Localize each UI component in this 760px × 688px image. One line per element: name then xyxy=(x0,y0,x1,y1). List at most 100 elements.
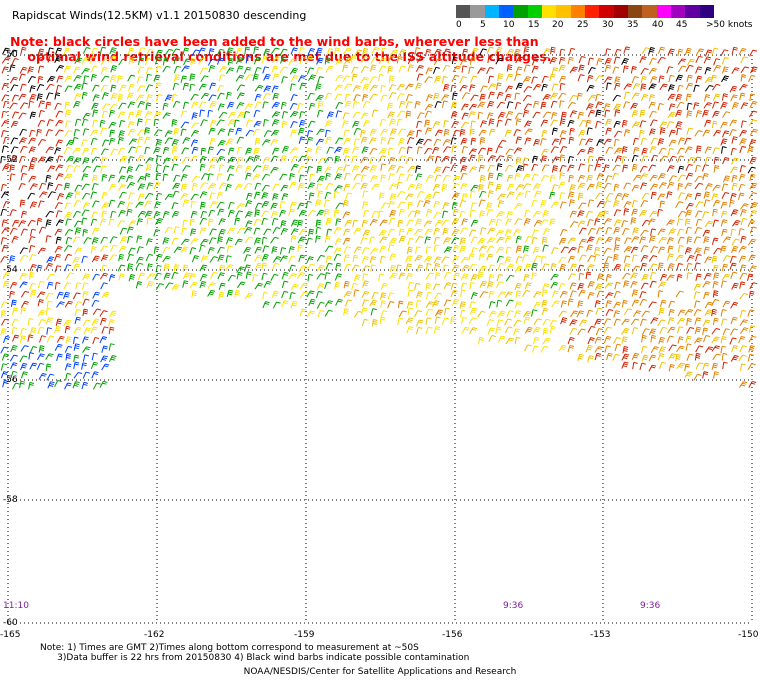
wind-barb xyxy=(290,75,299,83)
wind-barb xyxy=(461,92,470,100)
wind-barb xyxy=(333,253,342,261)
wind-barb xyxy=(270,139,278,147)
wind-barb xyxy=(623,101,630,109)
wind-barb xyxy=(353,274,361,282)
wind-barb xyxy=(469,282,475,290)
wind-barb xyxy=(497,262,505,271)
wind-barb xyxy=(649,263,658,271)
wind-barb xyxy=(200,173,209,181)
wind-barb xyxy=(82,273,90,281)
wind-barb xyxy=(523,218,531,226)
wind-barb xyxy=(721,93,728,101)
wind-barb xyxy=(739,319,748,326)
wind-barb xyxy=(730,316,738,325)
wind-barb xyxy=(614,192,623,200)
wind-barb xyxy=(405,317,414,325)
wind-barb xyxy=(667,93,676,101)
wind-barb xyxy=(713,264,719,273)
wind-barb xyxy=(441,256,450,263)
wind-barb xyxy=(1,130,8,138)
wind-barb xyxy=(623,280,630,288)
scale-label: 30 xyxy=(602,20,614,30)
wind-barb xyxy=(433,48,442,56)
wind-barb xyxy=(685,93,692,101)
wind-barb xyxy=(46,373,55,381)
wind-barb xyxy=(128,274,136,282)
wind-barb xyxy=(145,67,153,75)
wind-barb xyxy=(396,264,402,272)
wind-barb xyxy=(578,129,586,137)
wind-barb xyxy=(470,236,478,244)
wind-barb xyxy=(541,307,549,316)
wind-barb xyxy=(207,109,213,118)
wind-barb xyxy=(353,227,362,235)
wind-barb xyxy=(388,200,395,209)
wind-barb xyxy=(551,290,559,298)
wind-barb xyxy=(54,343,63,351)
wind-barb xyxy=(495,155,505,162)
wind-barb xyxy=(658,236,667,244)
wind-barb xyxy=(703,191,710,199)
wind-barb xyxy=(677,245,684,253)
wind-barb xyxy=(227,128,235,136)
scale-swatch xyxy=(513,5,528,18)
wind-barb xyxy=(380,310,388,318)
wind-barb xyxy=(218,282,226,290)
wind-barb xyxy=(3,280,10,288)
wind-barb xyxy=(207,173,214,181)
wind-barb xyxy=(155,264,162,273)
wind-barb xyxy=(253,46,260,54)
wind-barb xyxy=(18,93,27,101)
wind-barb xyxy=(434,292,443,300)
wind-barb xyxy=(533,318,542,326)
wind-barb xyxy=(272,92,280,101)
wind-barb xyxy=(514,310,521,318)
wind-barb xyxy=(720,245,727,253)
wind-barb xyxy=(569,282,577,290)
wind-barb xyxy=(334,47,340,55)
wind-barb xyxy=(469,307,478,315)
wind-barb xyxy=(703,335,711,343)
wind-barb xyxy=(353,127,361,136)
wind-barb xyxy=(92,291,100,299)
wind-barb xyxy=(585,210,593,218)
wind-barb xyxy=(298,209,307,217)
wind-barb xyxy=(657,193,666,201)
wind-barb xyxy=(541,263,550,271)
wind-barb xyxy=(236,281,246,289)
wind-barb xyxy=(90,246,97,254)
wind-barb xyxy=(324,245,334,253)
wind-barb xyxy=(712,281,719,289)
wind-barb xyxy=(415,165,422,173)
wind-barb xyxy=(137,272,146,280)
wind-barb xyxy=(570,310,579,318)
wind-barb xyxy=(171,163,179,171)
wind-barb xyxy=(722,255,731,262)
wind-barb xyxy=(45,174,52,183)
wind-barb xyxy=(569,127,575,136)
wind-barb xyxy=(216,48,225,56)
wind-barb xyxy=(236,84,245,92)
wind-barb xyxy=(407,210,417,217)
wind-barb xyxy=(1,66,9,74)
wind-barb xyxy=(596,273,604,281)
wind-barb xyxy=(199,191,208,199)
scale-label: 25 xyxy=(577,20,589,30)
wind-barb xyxy=(55,173,64,181)
wind-barb xyxy=(703,246,710,255)
wind-barb xyxy=(623,255,631,263)
wind-barb xyxy=(748,110,758,118)
wind-barb xyxy=(371,183,380,191)
wind-barb xyxy=(748,335,757,343)
wind-barb xyxy=(0,208,7,217)
wind-barb xyxy=(370,57,379,64)
wind-barb xyxy=(209,137,216,146)
wind-barb xyxy=(442,210,449,218)
wind-barb xyxy=(567,337,575,345)
wind-barb xyxy=(542,337,551,345)
wind-barb xyxy=(209,192,216,200)
wind-barb xyxy=(253,57,262,65)
wind-barb xyxy=(648,67,657,75)
wind-barb xyxy=(172,155,179,164)
wind-barb xyxy=(36,264,43,273)
